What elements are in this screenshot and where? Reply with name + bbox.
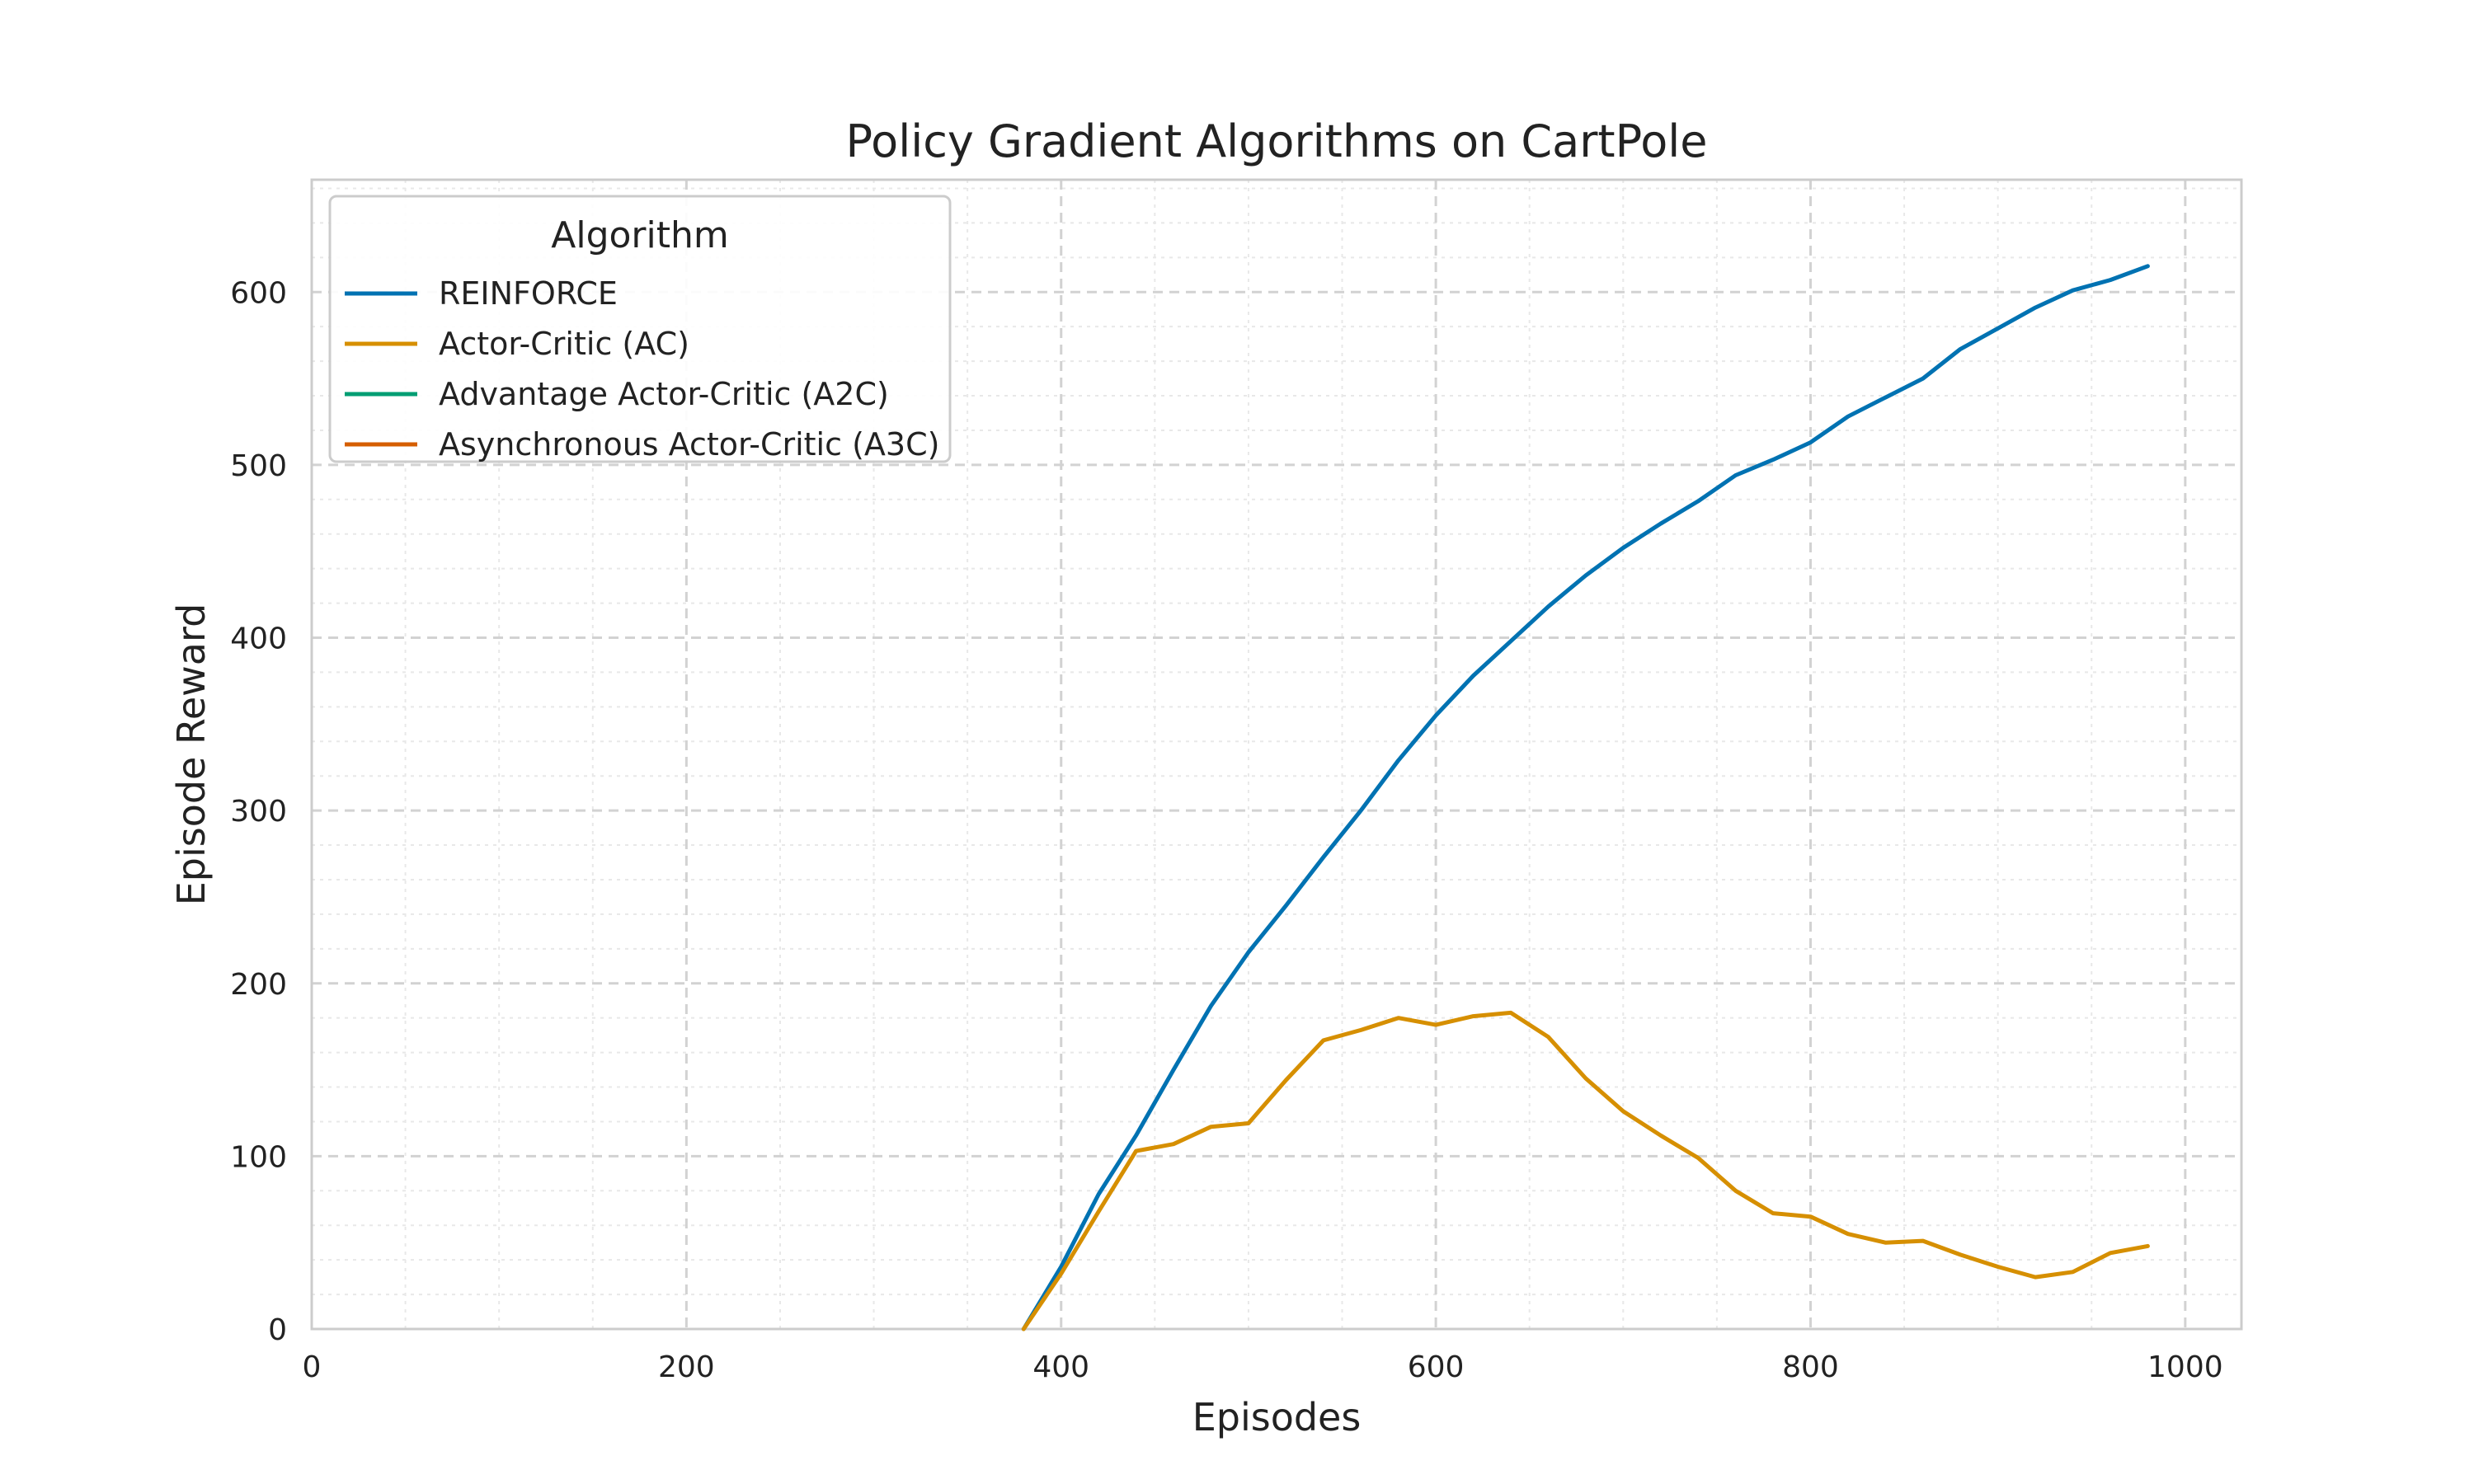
minor-grid — [312, 180, 2241, 1329]
x-tick-label: 0 — [303, 1350, 322, 1384]
legend-label-reinforce: REINFORCE — [439, 275, 618, 312]
x-tick-label: 400 — [1032, 1350, 1089, 1384]
y-tick-label: 400 — [230, 622, 287, 656]
y-tick-label: 600 — [230, 276, 287, 310]
plot-frame — [310, 178, 2243, 1331]
y-axis-ticks: 0 100 200 300 400 500 600 — [230, 276, 287, 1347]
chart-title: Policy Gradient Algorithms on CartPole — [846, 115, 1708, 167]
y-tick-label: 300 — [230, 795, 287, 829]
legend: Algorithm REINFORCE Actor-Critic (AC) Adva… — [328, 195, 952, 463]
y-tick-label: 200 — [230, 968, 287, 1002]
x-tick-label: 200 — [658, 1350, 715, 1384]
legend-label-advantage-actor-critic-a2c: Advantage Actor-Critic (A2C) — [439, 376, 889, 412]
legend-box — [328, 195, 952, 463]
y-tick-label: 100 — [230, 1140, 287, 1174]
y-tick-label: 0 — [268, 1313, 287, 1347]
legend-label-asynchronous-actor-critic-a3c: Asynchronous Actor-Critic (A3C) — [439, 426, 939, 463]
major-grid — [312, 180, 2241, 1329]
y-tick-label: 500 — [230, 449, 287, 483]
x-tick-label: 1000 — [2147, 1350, 2223, 1384]
y-axis-label: Episode Reward — [169, 603, 214, 906]
series-lines — [1021, 264, 2150, 1331]
legend-title: Algorithm — [551, 214, 729, 256]
series-line-reinforce — [1021, 264, 2150, 1331]
legend-label-actor-critic-ac: Actor-Critic (AC) — [439, 326, 689, 362]
x-axis-label: Episodes — [1192, 1395, 1362, 1439]
legend-items: REINFORCE Actor-Critic (AC) Advantage Acto… — [345, 275, 939, 463]
series-line-actor-critic-ac — [1021, 1010, 2150, 1331]
x-tick-label: 800 — [1782, 1350, 1839, 1384]
x-tick-label: 600 — [1408, 1350, 1465, 1384]
x-axis-ticks: 0 200 400 600 800 1000 — [303, 1350, 2223, 1384]
